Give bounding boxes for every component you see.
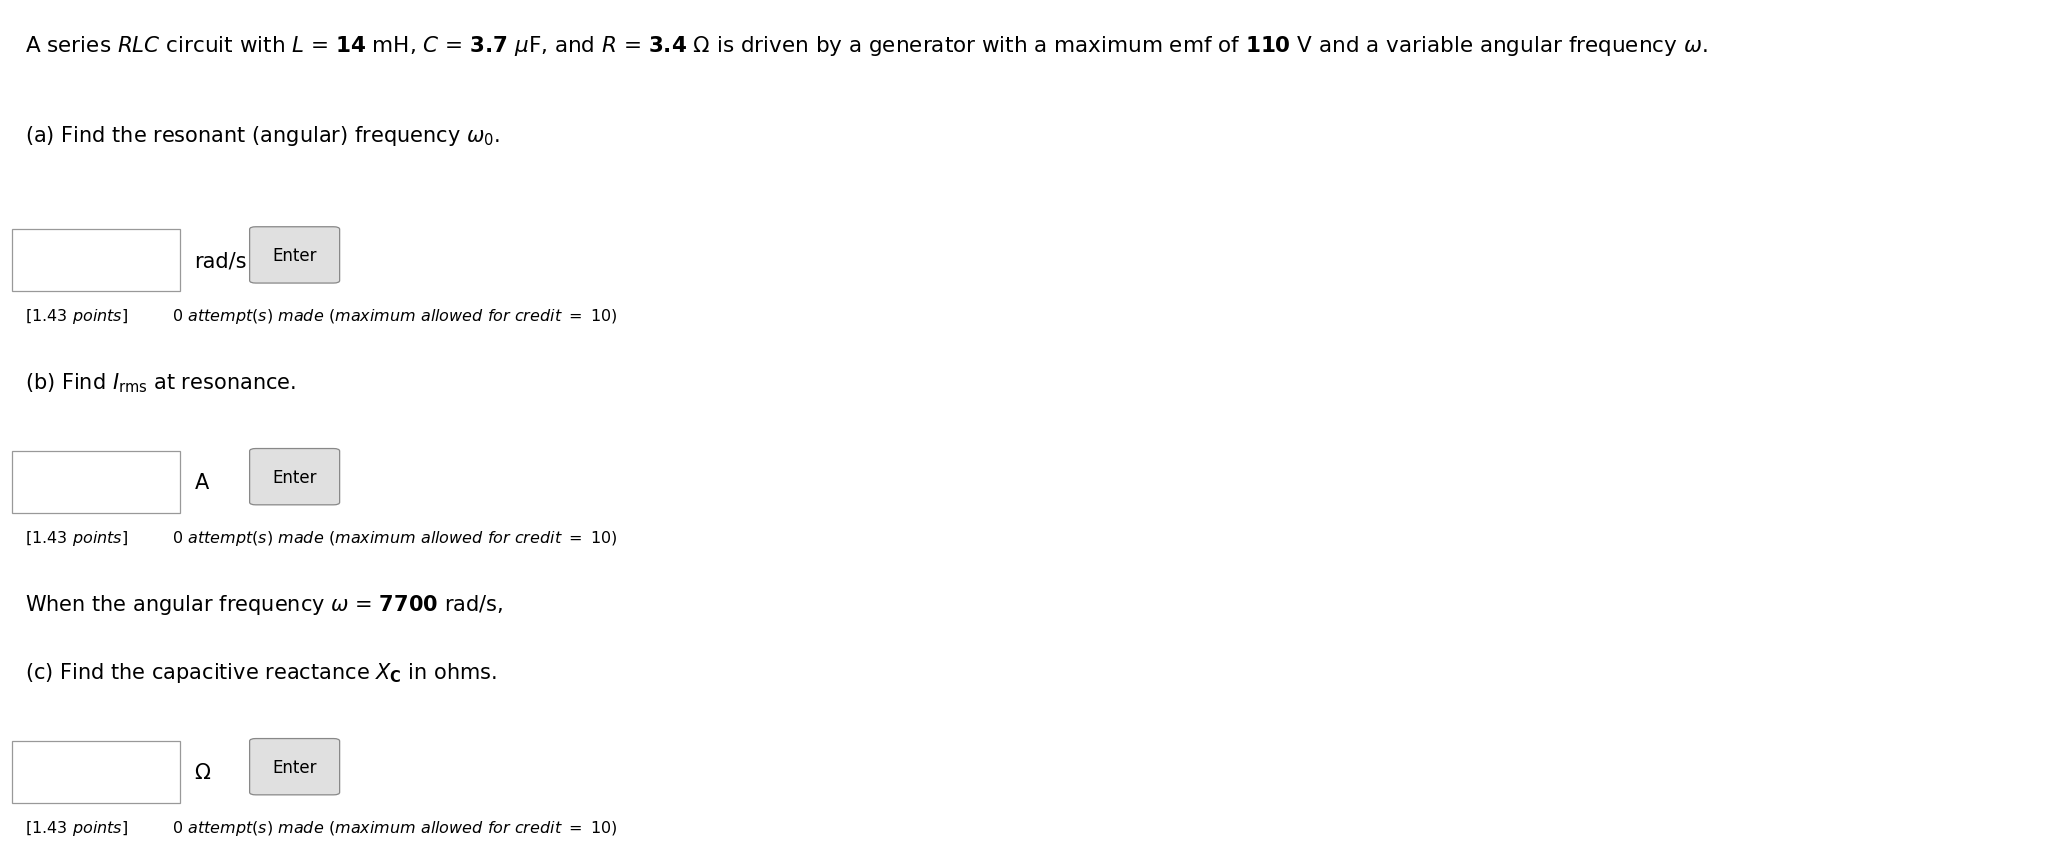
Text: $\it{0\ attempt(s)\ made\ (maximum\ allowed\ for\ }$$\mathbf{\it{credit}}$$\it{\: $\it{0\ attempt(s)\ made\ (maximum\ allo…: [172, 818, 618, 837]
FancyBboxPatch shape: [12, 230, 180, 291]
FancyBboxPatch shape: [250, 739, 340, 795]
Text: rad/s: rad/s: [194, 250, 248, 271]
Text: A: A: [194, 472, 209, 492]
Text: (c) Find the capacitive reactance $\mathit{X}_\mathbf{C}$ in ohms.: (c) Find the capacitive reactance $\math…: [25, 660, 497, 684]
Text: $\it{[1.43\ points]}$: $\it{[1.43\ points]}$: [25, 307, 127, 325]
FancyBboxPatch shape: [250, 227, 340, 284]
Text: (a) Find the resonant (angular) frequency $\omega_0$.: (a) Find the resonant (angular) frequenc…: [25, 124, 499, 147]
Text: A series $\mathit{RLC}$ circuit with $\mathit{L}$ = $\mathbf{14}$ mH, $\mathit{C: A series $\mathit{RLC}$ circuit with $\m…: [25, 34, 1706, 58]
FancyBboxPatch shape: [12, 741, 180, 803]
Text: $\it{0\ attempt(s)\ made\ (maximum\ allowed\ for\ }$$\mathbf{\it{credit}}$$\it{\: $\it{0\ attempt(s)\ made\ (maximum\ allo…: [172, 528, 618, 547]
Text: Enter: Enter: [272, 757, 317, 776]
Text: When the angular frequency $\omega$ = $\mathbf{7700}$ rad/s,: When the angular frequency $\omega$ = $\…: [25, 592, 503, 616]
Text: $\Omega$: $\Omega$: [194, 762, 211, 782]
Text: $\it{[1.43\ points]}$: $\it{[1.43\ points]}$: [25, 528, 127, 547]
FancyBboxPatch shape: [12, 452, 180, 513]
Text: Enter: Enter: [272, 468, 317, 486]
FancyBboxPatch shape: [250, 449, 340, 505]
Text: $\it{[1.43\ points]}$: $\it{[1.43\ points]}$: [25, 818, 127, 837]
Text: Enter: Enter: [272, 246, 317, 265]
Text: $\it{0\ attempt(s)\ made\ (maximum\ allowed\ for\ }$$\mathbf{\it{credit}}$$\it{\: $\it{0\ attempt(s)\ made\ (maximum\ allo…: [172, 307, 618, 325]
Text: (b) Find $\mathit{I}_\mathregular{rms}$ at resonance.: (b) Find $\mathit{I}_\mathregular{rms}$ …: [25, 371, 295, 394]
